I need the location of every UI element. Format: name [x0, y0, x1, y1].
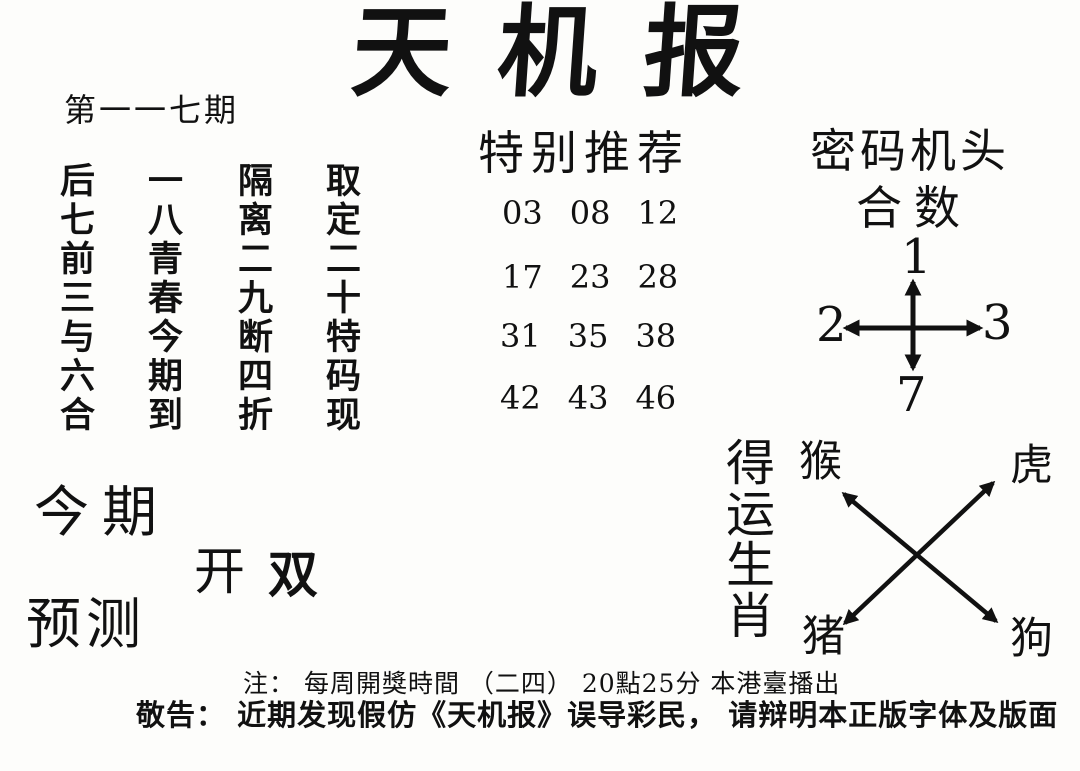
footer-warning: 敬告： 近期发现假仿《天机报》误导彩民， 请辩明本正版字体及版面	[136, 698, 1059, 732]
prediction-forecast: 预测	[26, 592, 147, 656]
verse-column-4: 取定二十特码现	[320, 162, 360, 435]
special-numbers-row-3: 31 35 38	[500, 320, 676, 352]
special-number: 43	[567, 379, 609, 417]
code-head-title: 密码机头	[810, 124, 1010, 178]
prediction-this-issue: 今期	[34, 480, 171, 544]
special-number: 03	[502, 194, 543, 232]
special-numbers-row-2: 17 23 28	[502, 261, 678, 293]
zodiac-label: 得运生肖	[718, 437, 775, 641]
special-numbers-row-1: 03 08 12	[502, 197, 678, 229]
special-number: 31	[500, 317, 541, 355]
special-number: 12	[637, 194, 679, 232]
special-number: 08	[569, 194, 611, 232]
verse-column-1: 后七前三与六合	[54, 162, 94, 435]
special-number: 23	[569, 258, 611, 296]
zodiac-tiger: 虎	[1010, 441, 1053, 491]
special-number: 38	[635, 317, 677, 355]
special-number: 42	[500, 379, 541, 417]
footer-note: 注： 每周開獎時間 （二四） 20點25分 本港臺播出	[243, 669, 841, 698]
special-numbers-row-4: 42 43 46	[500, 382, 676, 414]
zodiac-pig: 猪	[802, 612, 845, 662]
special-recommendation-title: 特别推荐	[478, 126, 690, 180]
code-head-subtitle: 合数	[856, 181, 972, 235]
masthead-title: 天机报	[347, 0, 795, 111]
code-head-number-right: 3	[982, 295, 1013, 351]
prediction-parity: 双	[268, 545, 318, 604]
special-number: 28	[637, 258, 679, 296]
zodiac-cross-arrows-icon	[841, 480, 999, 626]
special-number: 35	[567, 317, 609, 355]
code-head-cross-arrows-icon	[842, 278, 984, 372]
zodiac-dog: 狗	[1010, 614, 1053, 664]
prediction-open: 开	[194, 543, 246, 602]
code-head-number-bottom: 7	[896, 367, 927, 423]
issue-number: 第一一七期	[64, 91, 240, 129]
special-number: 46	[635, 379, 677, 417]
verse-column-2: 一八青春今期到	[142, 162, 182, 435]
verse-column-3: 隔离二九断四折	[232, 162, 272, 435]
code-head-number-top: 1	[901, 229, 932, 285]
code-head-number-left: 2	[816, 297, 847, 353]
special-number: 17	[502, 258, 543, 296]
zodiac-monkey: 猴	[799, 437, 842, 487]
